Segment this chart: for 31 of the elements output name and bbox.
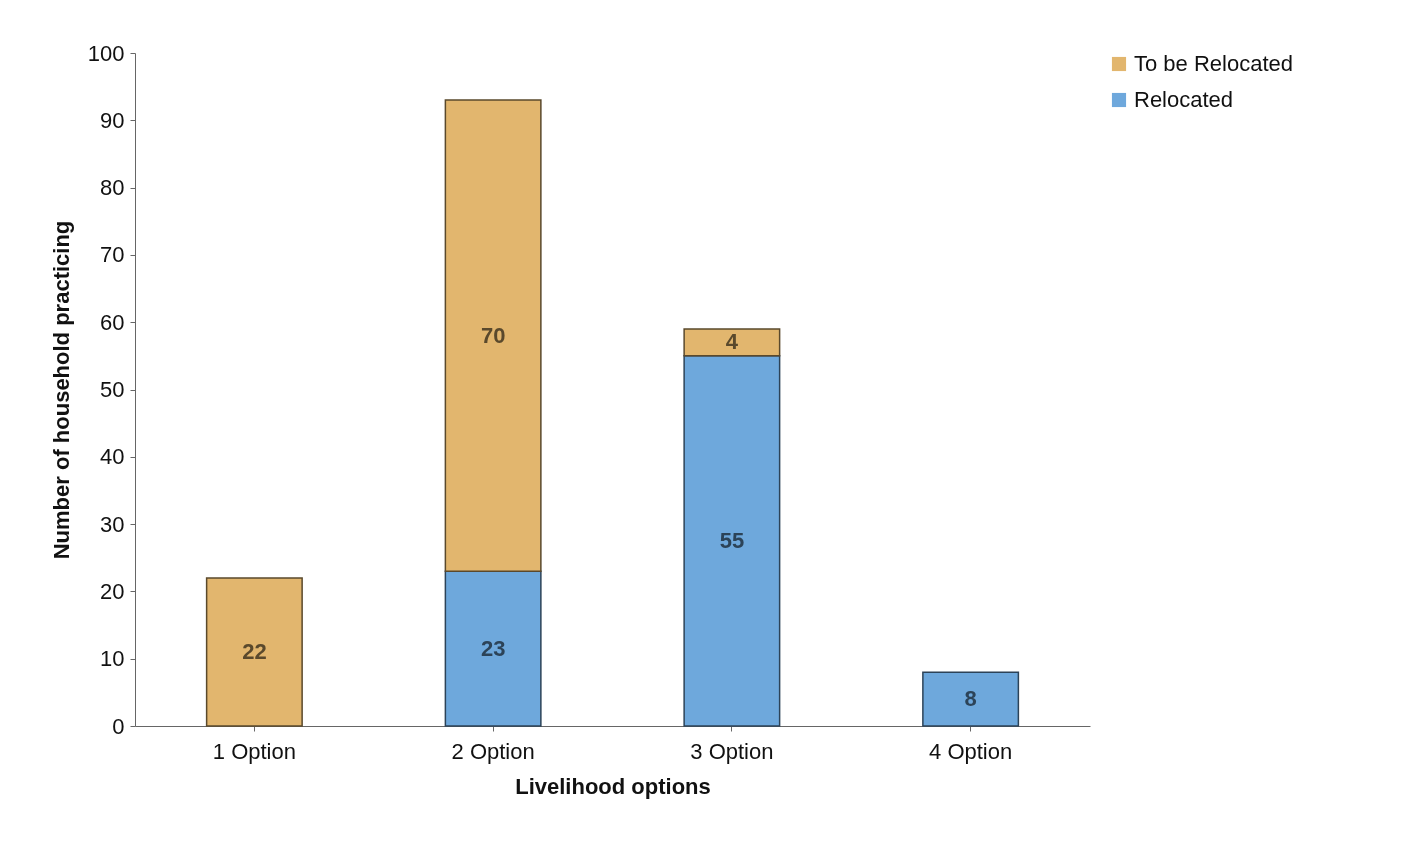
- y-tick-label: 80: [100, 175, 125, 201]
- x-tick-label: 4 Option: [929, 738, 1013, 764]
- y-tick-label: 100: [87, 40, 125, 66]
- bar: [683, 328, 781, 357]
- x-tick-label: 3 Option: [690, 738, 774, 764]
- bar: [205, 577, 303, 727]
- data-label: 8: [964, 686, 977, 712]
- legend-label: Relocated: [1134, 87, 1234, 112]
- data-label: 23: [480, 635, 506, 661]
- x-tick-label: 1 Option: [212, 738, 296, 764]
- y-tick-label: 90: [100, 107, 125, 133]
- y-tick-label: 70: [100, 242, 125, 268]
- bar: [444, 99, 542, 572]
- x-axis-title: Livelihood options: [515, 773, 711, 799]
- y-tick-label: 50: [100, 377, 125, 402]
- data-label: 55: [719, 527, 745, 553]
- y-tick-label: 10: [100, 646, 125, 672]
- y-tick-label: 0: [112, 713, 125, 739]
- x-tick-label: 2 Option: [451, 738, 535, 764]
- y-tick-label: 40: [100, 444, 125, 470]
- bar: [444, 570, 542, 727]
- data-label: 4: [725, 329, 739, 355]
- bar: [922, 671, 1020, 727]
- y-tick-label: 60: [100, 309, 125, 335]
- y-tick-label: 30: [100, 511, 125, 537]
- y-axis-title: Number of household practicing: [48, 220, 74, 560]
- bar: [683, 355, 781, 727]
- legend-label: To be Relocated: [1134, 51, 1293, 76]
- data-label: 70: [480, 322, 506, 348]
- y-tick-label: 20: [100, 578, 125, 604]
- data-label: 22: [242, 638, 267, 664]
